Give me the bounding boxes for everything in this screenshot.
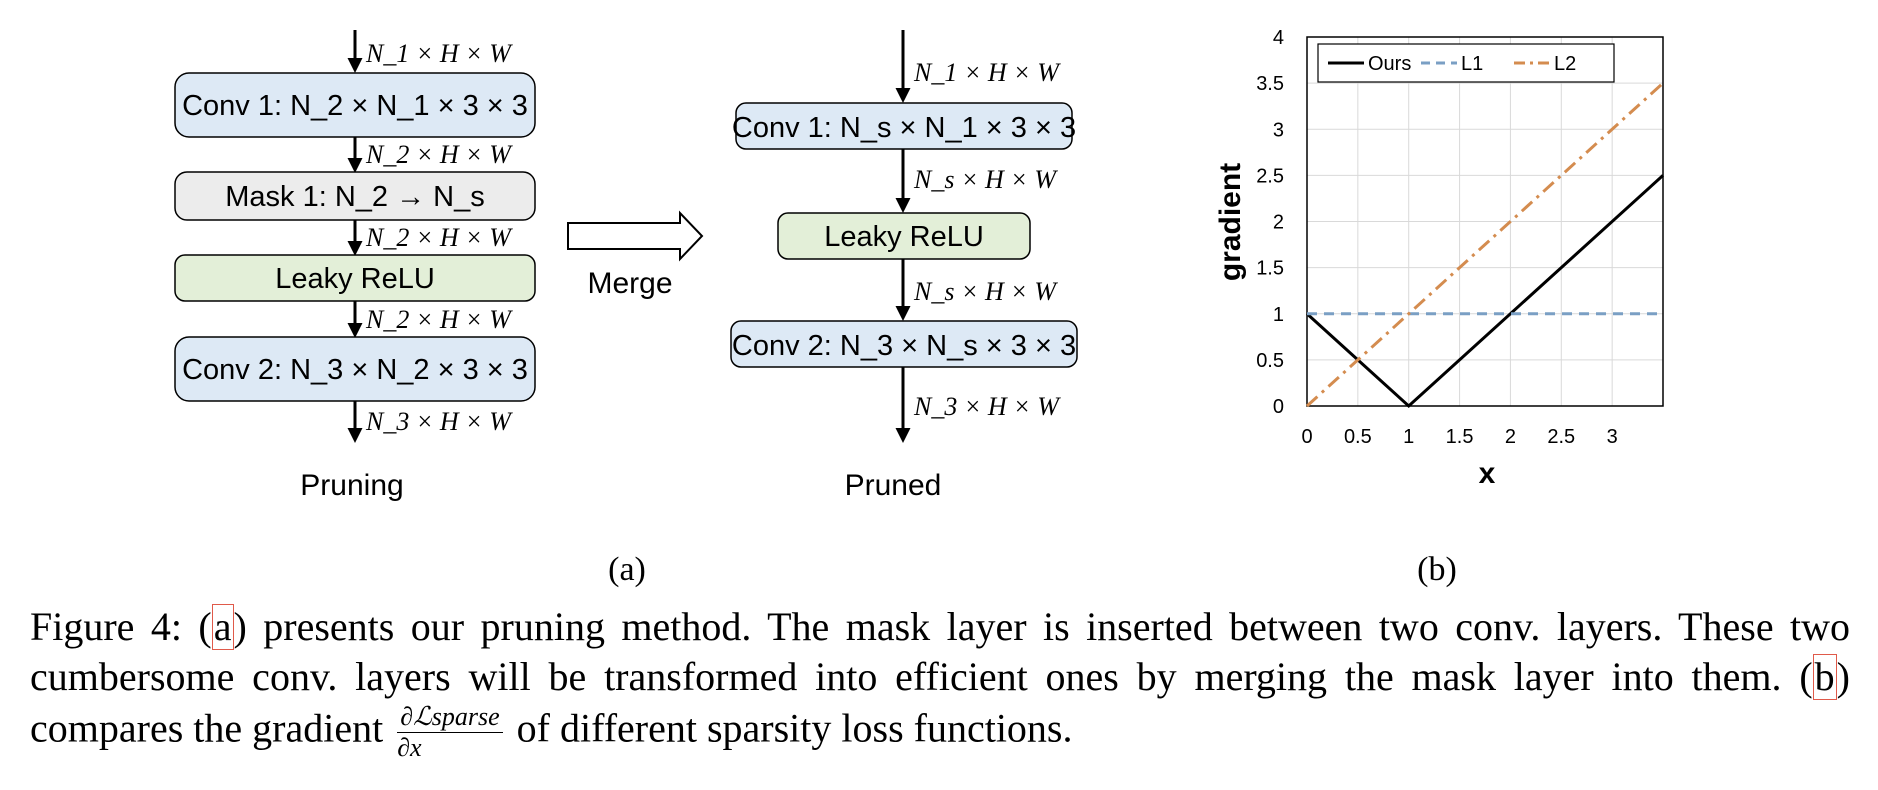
figure-caption: Figure 4: (a) presents our pruning metho… xyxy=(30,602,1850,763)
y-tick-label: 3.5 xyxy=(1256,73,1284,95)
chart-ticks: 0 0.5 1 1.5 2 2.5 3 0 0.5 1 1.5 2 2.5 3 3.5 4 xyxy=(1256,27,1618,448)
merge-arrow: Merge xyxy=(567,210,704,300)
pruning-label: Pruning xyxy=(300,469,403,502)
x-tick-label: 3 xyxy=(1607,426,1618,448)
subfig-label-b: (b) xyxy=(1417,551,1457,588)
chart-series xyxy=(1305,82,1665,409)
gradient-fraction: ∂ℒsparse ∂x xyxy=(397,702,503,763)
pruning-conv1-label: Conv 1: N_2 × N_1 × 3 × 3 xyxy=(182,90,528,122)
merge-label: Merge xyxy=(587,267,672,300)
pruning-dim-4: N_2 × H × W xyxy=(365,305,513,334)
legend-label-l1: L1 xyxy=(1461,53,1483,75)
x-axis-label: x xyxy=(1479,457,1496,490)
pruning-dim-2: N_2 × H × W xyxy=(365,140,513,169)
pruning-conv2-label: Conv 2: N_3 × N_2 × 3 × 3 xyxy=(182,354,528,386)
caption-text-4: of different sparsity loss functions. xyxy=(506,705,1073,751)
x-tick-label: 0.5 xyxy=(1344,426,1372,448)
y-axis-label: gradient xyxy=(1214,163,1247,281)
series-line-ours xyxy=(1305,174,1665,409)
pruned-dim-3: N_s × H × W xyxy=(913,277,1058,306)
y-tick-label: 4 xyxy=(1273,27,1284,49)
y-tick-label: 2 xyxy=(1273,212,1284,234)
caption-text-3: ) compares the gradient xyxy=(30,654,1850,751)
y-tick-label: 0.5 xyxy=(1256,350,1284,372)
pruned-diagram: N_1 × H × W Conv 1: N_s × N_1 × 3 × 3 N_… xyxy=(730,30,1078,502)
legend-box xyxy=(1317,43,1615,83)
pruning-mask1-label: Mask 1: N_2 → N_s xyxy=(225,181,484,213)
figure-canvas: N_1 × H × W Conv 1: N_2 × N_1 × 3 × 3 N_… xyxy=(174,27,1665,588)
pruned-label: Pruned xyxy=(845,469,942,502)
x-tick-label: 2 xyxy=(1505,426,1516,448)
y-tick-label: 0 xyxy=(1273,396,1284,418)
pruning-relu-label: Leaky ReLU xyxy=(275,263,435,295)
chart-legend: Ours L1 L2 xyxy=(1317,43,1615,83)
pruned-conv1-label: Conv 1: N_s × N_1 × 3 × 3 xyxy=(732,112,1076,144)
pruned-dim-2: N_s × H × W xyxy=(913,165,1058,194)
caption-ref-a-link[interactable]: a xyxy=(211,604,234,650)
x-tick-label: 2.5 xyxy=(1547,426,1575,448)
merge-arrow-icon xyxy=(567,210,704,262)
y-tick-label: 1.5 xyxy=(1256,258,1284,280)
pruning-dim-1: N_1 × H × W xyxy=(365,39,513,68)
subfig-label-a: (a) xyxy=(608,551,646,588)
fraction-denominator: ∂x xyxy=(397,733,422,762)
pruned-dim-1: N_1 × H × W xyxy=(913,58,1061,87)
caption-text-2: ) presents our pruning method. The mask … xyxy=(30,604,1851,699)
series-line-l2 xyxy=(1305,82,1665,408)
chart-grid xyxy=(1306,36,1663,407)
caption-text-1: Figure 4: ( xyxy=(30,604,212,649)
y-tick-label: 1 xyxy=(1273,304,1284,326)
x-tick-label: 0 xyxy=(1301,426,1312,448)
pruning-diagram: N_1 × H × W Conv 1: N_2 × N_1 × 3 × 3 N_… xyxy=(174,30,536,502)
caption-ref-b-link[interactable]: b xyxy=(1812,654,1837,700)
legend-label-ours: Ours xyxy=(1368,53,1411,75)
legend-label-l2: L2 xyxy=(1554,53,1576,75)
plot-frame xyxy=(1306,36,1664,407)
pruned-conv2-label: Conv 2: N_3 × N_s × 3 × 3 xyxy=(732,330,1076,362)
y-tick-label: 3 xyxy=(1273,119,1284,141)
gradient-chart: 0 0.5 1 1.5 2 2.5 300.511.522.533.54 Ours L1 L2 … xyxy=(1214,27,1665,490)
pruned-dim-4: N_3 × H × W xyxy=(913,392,1061,421)
x-tick-label: 1.5 xyxy=(1446,426,1474,448)
pruning-dim-5: N_3 × H × W xyxy=(365,407,513,436)
fraction-numerator: ∂ℒsparse xyxy=(397,702,503,733)
x-tick-label: 1 xyxy=(1403,426,1414,448)
y-tick-label: 2.5 xyxy=(1256,165,1284,187)
pruning-dim-3: N_2 × H × W xyxy=(365,223,513,252)
pruned-relu-label: Leaky ReLU xyxy=(824,221,984,253)
